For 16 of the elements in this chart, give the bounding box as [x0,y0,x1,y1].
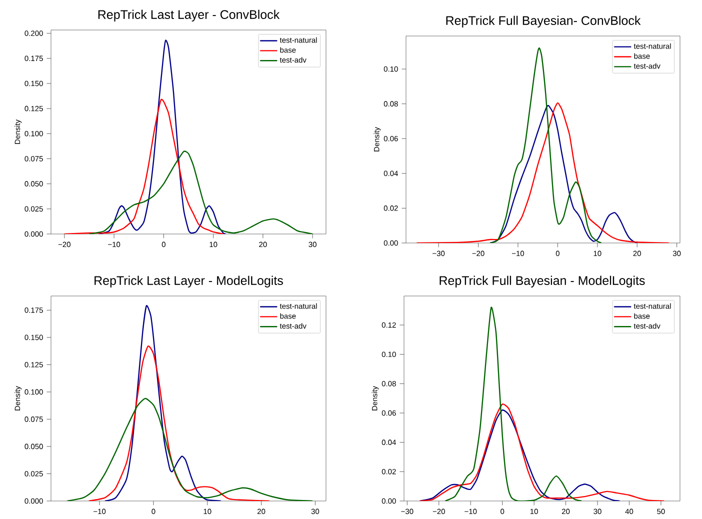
line-series [416,102,670,243]
line-series [419,404,665,501]
line-series [88,346,270,501]
line-series [66,398,314,501]
line-series [444,306,582,501]
line-series [64,98,224,234]
chart-title: RepTrick Full Bayesian- ConvBlock [446,16,641,28]
line-series [98,40,226,234]
chart-title: RepTrick Full Bayesian - ModelLogits [440,276,645,288]
chart-title: RepTrick Last Layer - ConvBlock [98,10,280,22]
chart-title: RepTrick Last Layer - ModelLogits [94,276,283,288]
line-series [419,409,620,501]
line-series [490,48,602,243]
line-series [490,104,638,243]
line-series [88,150,314,234]
line-series [104,305,222,501]
